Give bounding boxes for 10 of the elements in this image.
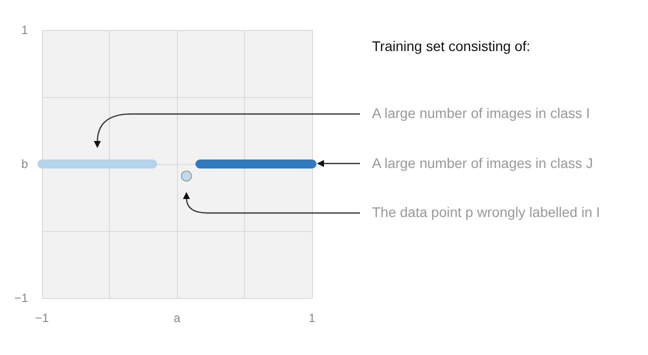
text: A large number of images in class J (372, 154, 593, 170)
text: The data point p wrongly labelled in I (372, 204, 600, 220)
x-tick-label: a (174, 311, 181, 325)
y-tick-label: b (21, 157, 28, 171)
text: A large number of images in class I (372, 105, 590, 121)
text: Training set consisting of: (372, 38, 530, 54)
y-tick-label: −1 (14, 291, 28, 305)
x-tick-label: −1 (35, 311, 50, 325)
x-tick-label: 1 (308, 311, 316, 325)
y-tick-label: 1 (21, 23, 28, 37)
